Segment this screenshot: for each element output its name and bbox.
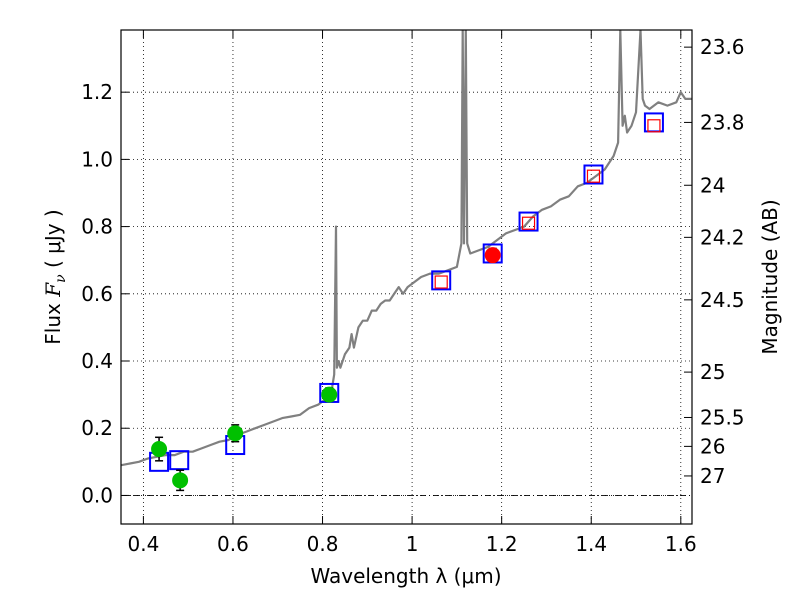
x-tick-label: 1 bbox=[406, 532, 419, 556]
x-tick-label: 1.2 bbox=[486, 532, 518, 556]
y2-tick-label: 24.2 bbox=[700, 225, 745, 249]
model-small-square-marker bbox=[521, 216, 536, 230]
model-square-marker bbox=[431, 270, 452, 291]
y2-tick-label: 26 bbox=[700, 434, 725, 458]
y2-tick-label: 27 bbox=[700, 464, 725, 488]
y-tick-label: 0.2 bbox=[81, 416, 113, 440]
model-small-square-marker bbox=[647, 119, 661, 133]
model-small-square-marker bbox=[586, 169, 601, 183]
y-tick-label: 1.0 bbox=[81, 147, 113, 171]
model-small-square-marker bbox=[434, 275, 448, 289]
tick-labels: 0.4 0.6 0.8 1 1.2 1.4 1.6 0.0 0.2 0.4 0.6 0.8 1.0 1.2… bbox=[81, 35, 744, 556]
y2-tick-label: 23.6 bbox=[700, 35, 745, 59]
y-axis-label: Flux Fν ( μJy ) bbox=[41, 209, 69, 344]
y2-tick-label: 24 bbox=[700, 173, 725, 197]
observed-flux-point bbox=[227, 425, 244, 442]
gridlines bbox=[121, 30, 692, 524]
x-axis-label: Wavelength λ (μm) bbox=[310, 564, 501, 588]
y2-axis-label: Magnitude (AB) bbox=[758, 199, 782, 354]
plot-content bbox=[121, 30, 692, 492]
y-tick-label: 0.0 bbox=[81, 483, 113, 507]
observed-flux-point bbox=[321, 386, 338, 403]
y2-tick-label: 23.8 bbox=[700, 110, 745, 134]
x-tick-label: 0.8 bbox=[307, 532, 339, 556]
x-tick-label: 0.4 bbox=[127, 532, 159, 556]
y2-tick-label: 24.5 bbox=[700, 288, 745, 312]
y-tick-label: 1.2 bbox=[81, 80, 113, 104]
y-tick-label: 0.4 bbox=[81, 349, 113, 373]
model-square-marker bbox=[169, 450, 190, 471]
x-tick-label: 0.6 bbox=[217, 532, 249, 556]
y-tick-label: 0.6 bbox=[81, 282, 113, 306]
y-tick-label: 0.8 bbox=[81, 215, 113, 239]
model-square-marker bbox=[583, 164, 604, 185]
y2-tick-label: 25.5 bbox=[700, 405, 745, 429]
observed-flux-point bbox=[151, 441, 168, 458]
spectrum-line bbox=[121, 30, 692, 467]
x-tick-label: 1.6 bbox=[665, 532, 697, 556]
plot-frame bbox=[120, 29, 693, 525]
y2-tick-label: 25 bbox=[700, 360, 725, 384]
model-square-marker bbox=[518, 211, 539, 232]
x-tick-label: 1.4 bbox=[575, 532, 607, 556]
observed-flux-point bbox=[484, 247, 501, 264]
axis-ticks bbox=[121, 30, 692, 524]
observed-flux-point bbox=[172, 472, 189, 489]
